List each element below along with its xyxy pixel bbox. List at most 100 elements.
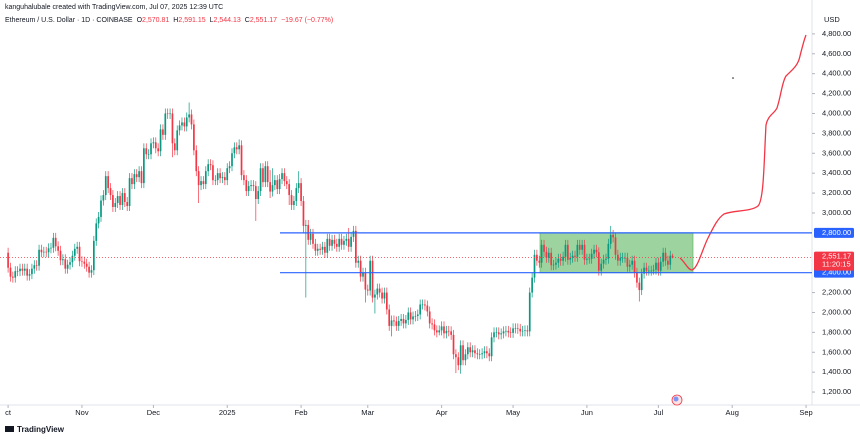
level-label: 2,800.00 xyxy=(822,228,851,237)
candle-body xyxy=(602,259,605,264)
candle-body xyxy=(562,256,564,261)
candle-body xyxy=(378,288,381,293)
x-tick-label: Sep xyxy=(799,408,812,417)
candle-body xyxy=(78,246,81,262)
candle-body xyxy=(85,263,88,267)
candle-body xyxy=(181,122,183,126)
candle-body xyxy=(631,260,634,265)
candle-body xyxy=(636,272,638,283)
candle-body xyxy=(366,289,369,291)
candle-body xyxy=(259,168,262,192)
candle-body xyxy=(671,255,674,258)
candle-body xyxy=(135,174,138,178)
candle-body xyxy=(352,230,355,237)
candle-body xyxy=(500,333,503,335)
candle-body xyxy=(664,252,667,261)
candle-body xyxy=(331,239,333,246)
candle-body xyxy=(519,328,522,332)
candle-body xyxy=(455,354,457,358)
candle-body xyxy=(333,239,336,244)
candle-body xyxy=(147,154,150,155)
brand-name: TradingView xyxy=(17,425,65,434)
candle-body xyxy=(21,268,24,271)
candle-body xyxy=(383,292,386,299)
candle-body xyxy=(7,252,9,268)
candle-body xyxy=(409,312,412,320)
candle-body xyxy=(316,248,319,251)
candle-body xyxy=(312,233,314,244)
candle-body xyxy=(221,177,224,179)
projection-drawing xyxy=(679,34,807,271)
candle-body xyxy=(464,354,467,361)
candle-body xyxy=(212,165,214,181)
candle-body xyxy=(412,316,414,320)
x-tick-label: Nov xyxy=(75,408,89,417)
candle-body xyxy=(169,113,171,115)
candle-body xyxy=(204,171,207,185)
candle-body xyxy=(590,253,593,259)
candle-body xyxy=(319,248,321,250)
candle-body xyxy=(583,244,586,260)
candle-body xyxy=(650,270,653,272)
candle-body xyxy=(269,182,271,192)
ohlc-key: L xyxy=(210,17,214,24)
candle-body xyxy=(271,185,274,192)
candle-body xyxy=(533,254,536,278)
candle-body xyxy=(424,304,426,306)
y-tick-label: 1,800.00 xyxy=(822,327,851,336)
candle-body xyxy=(73,248,76,256)
candle-body xyxy=(245,180,248,192)
candle-body xyxy=(119,196,121,206)
candle-body xyxy=(293,201,295,206)
candle-body xyxy=(476,353,479,355)
candle-body xyxy=(214,180,217,181)
candle-body xyxy=(435,330,438,333)
candle-body xyxy=(457,357,460,366)
candle-body xyxy=(369,260,372,291)
candle-body xyxy=(207,164,210,172)
level-label-box xyxy=(814,227,854,238)
candle-body xyxy=(116,196,119,204)
candle-body xyxy=(28,274,31,276)
candle-body xyxy=(657,262,660,271)
y-tick-label: 4,600.00 xyxy=(822,49,851,58)
candle-body xyxy=(88,266,90,273)
candle-body xyxy=(471,350,474,353)
candle-body xyxy=(321,246,324,250)
candle-body xyxy=(219,173,221,179)
x-tick-label: Aug xyxy=(726,408,739,417)
candle-body xyxy=(185,117,188,127)
candle-body xyxy=(428,311,431,324)
candle-body xyxy=(552,264,555,266)
candle-body xyxy=(102,195,105,201)
candle-body xyxy=(431,323,433,325)
candle-body xyxy=(278,179,281,190)
candle-body xyxy=(107,176,109,189)
candle-body xyxy=(524,330,526,331)
candle-body xyxy=(371,260,374,298)
candle-body xyxy=(478,354,481,355)
candle-body xyxy=(357,260,360,263)
candle-body xyxy=(173,143,176,151)
candle-body xyxy=(274,180,276,186)
event-icon[interactable] xyxy=(671,394,683,406)
candle-body xyxy=(157,148,160,152)
ohlc-key: H xyxy=(173,17,178,24)
candle-body xyxy=(393,320,395,322)
candle-body xyxy=(23,268,26,271)
candle-body xyxy=(143,148,145,184)
candle-body xyxy=(659,261,662,271)
candle-body xyxy=(381,292,383,299)
candle-body xyxy=(159,129,162,152)
candle-body xyxy=(114,203,117,207)
candle-body xyxy=(440,326,443,331)
candle-body xyxy=(526,330,529,332)
candle-body xyxy=(405,319,407,324)
y-tick-label: 1,400.00 xyxy=(822,367,851,376)
candle-body xyxy=(555,262,557,265)
candle-body xyxy=(669,255,672,265)
y-tick-label: 2,200.00 xyxy=(822,288,851,297)
candle-body xyxy=(64,259,67,269)
candle-body xyxy=(69,262,71,265)
